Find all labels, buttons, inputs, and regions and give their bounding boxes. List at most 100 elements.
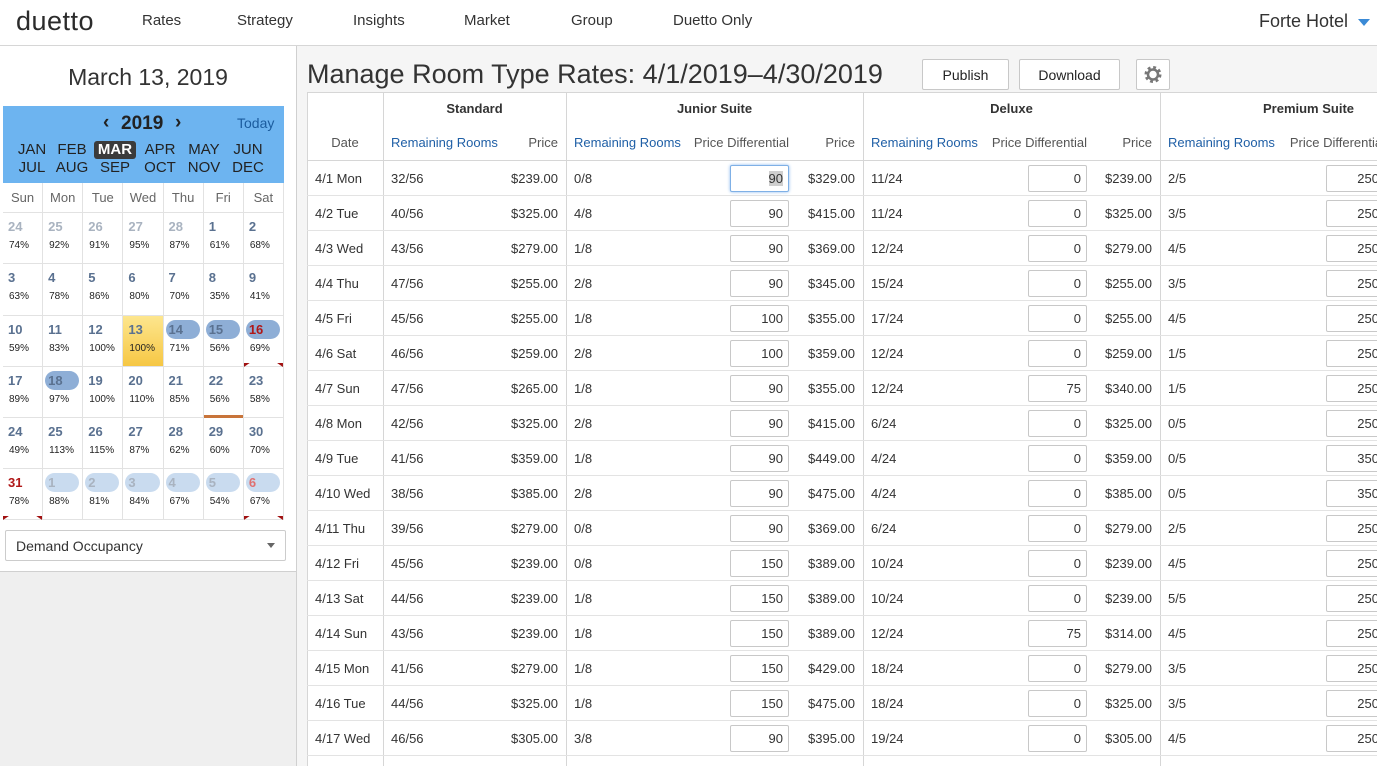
price-input[interactable]: 100 [730, 305, 789, 332]
price-input[interactable]: 0 [1028, 655, 1087, 682]
price-input[interactable]: 0 [1028, 305, 1087, 332]
calendar-day[interactable]: 25 92% [43, 213, 84, 264]
calendar-day[interactable]: 5 86% [83, 264, 124, 316]
month[interactable]: MAY [188, 141, 220, 158]
calendar-day[interactable]: 9 41% [243, 264, 284, 316]
price-input[interactable]: 250 [1326, 620, 1377, 647]
price-input[interactable]: 150 [730, 620, 789, 647]
calendar-day[interactable]: 24 74% [3, 213, 44, 264]
price-input[interactable]: 90 [730, 270, 789, 297]
price-input[interactable]: 75 [1028, 375, 1087, 402]
calendar-day[interactable]: 20 110% [123, 367, 164, 418]
dropdown[interactable] [5, 530, 286, 561]
price-input[interactable]: 90 [730, 725, 789, 752]
price-input[interactable]: 250 [1326, 270, 1377, 297]
month[interactable]: JUL [18, 159, 46, 176]
price-input[interactable]: 90 [730, 410, 789, 437]
price-input[interactable]: 150 [730, 655, 789, 682]
nav-item[interactable]: Insights [353, 12, 405, 29]
calendar-day[interactable]: 6 67% [243, 469, 284, 520]
calendar-day[interactable]: 31 78% [3, 469, 44, 520]
calendar-day[interactable]: 27 95% [123, 213, 164, 264]
calendar-day[interactable]: 22 56% [203, 367, 244, 418]
calendar-day[interactable]: 10 59% [3, 316, 44, 367]
price-input[interactable]: 90 [730, 445, 789, 472]
price-input[interactable]: 90 [730, 375, 789, 402]
calendar-day[interactable]: 5 54% [203, 469, 244, 520]
month[interactable]: OCT [144, 159, 176, 176]
price-input[interactable]: 150 [730, 550, 789, 577]
price-input[interactable]: 0 [1028, 410, 1087, 437]
dropdown-label[interactable]: Demand Occupancy [16, 538, 143, 554]
month[interactable]: DEC [232, 159, 264, 176]
price-input[interactable]: 90 [730, 480, 789, 507]
month[interactable]: APR [144, 141, 176, 158]
price-input[interactable]: 250 [1326, 585, 1377, 612]
calendar-day[interactable]: 3 84% [123, 469, 164, 520]
price-input[interactable]: 250 [1326, 375, 1377, 402]
calendar-day[interactable]: 13 100% [123, 316, 164, 367]
price-input[interactable]: 250 [1326, 690, 1377, 717]
price-input[interactable]: 100 [730, 340, 789, 367]
month[interactable]: JAN [17, 141, 47, 158]
price-input[interactable]: 0 [1028, 480, 1087, 507]
calendar-day[interactable]: 17 89% [3, 367, 44, 418]
price-input[interactable]: 250 [1326, 655, 1377, 682]
calendar-day[interactable]: 15 56% [203, 316, 244, 367]
calendar-day[interactable]: 6 80% [123, 264, 164, 316]
price-input[interactable]: 0 [1028, 165, 1087, 192]
calendar-day[interactable]: 2 68% [243, 213, 284, 264]
calendar-day[interactable]: 2 81% [83, 469, 124, 520]
calendar-day[interactable]: 16 69% [243, 316, 284, 367]
price-input[interactable]: 250 [1326, 340, 1377, 367]
price-input[interactable]: 0 [1028, 200, 1087, 227]
price-input[interactable]: 0 [1028, 585, 1087, 612]
price-input[interactable]: 0 [1028, 550, 1087, 577]
price-input[interactable]: 250 [1326, 550, 1377, 577]
price-input[interactable]: 250 [1326, 305, 1377, 332]
price-input[interactable]: 0 [1028, 235, 1087, 262]
button[interactable]: Publish [922, 59, 1009, 90]
nav-item[interactable]: Strategy [237, 12, 293, 29]
price-input[interactable]: 250 [1326, 515, 1377, 542]
price-input[interactable]: 0 [1028, 690, 1087, 717]
calendar-day[interactable]: 19 100% [83, 367, 124, 418]
price-input[interactable]: 90 [730, 515, 789, 542]
price-input[interactable]: 0 [1028, 515, 1087, 542]
calendar-day[interactable]: 24 49% [3, 418, 44, 469]
calendar-day[interactable]: 3 63% [3, 264, 44, 316]
calendar-day[interactable]: 14 71% [163, 316, 204, 367]
today-link[interactable]: Today [237, 115, 275, 131]
price-input[interactable]: 250 [1326, 410, 1377, 437]
calendar-day[interactable]: 4 67% [163, 469, 204, 520]
calendar-day[interactable]: 23 58% [243, 367, 284, 418]
price-input[interactable]: 350 [1326, 445, 1377, 472]
price-input[interactable]: 250 [1326, 200, 1377, 227]
nav-item[interactable]: Group [571, 12, 613, 29]
price-input[interactable]: 250 [1326, 235, 1377, 262]
calendar-day[interactable]: 11 83% [43, 316, 84, 367]
calendar-day[interactable]: 30 70% [243, 418, 284, 469]
calendar-day[interactable]: 4 78% [43, 264, 84, 316]
price-input[interactable]: 90 [730, 200, 789, 227]
logo[interactable]: duetto [16, 6, 95, 36]
button[interactable]: Download [1019, 59, 1120, 90]
price-input[interactable]: 250 [1326, 165, 1377, 192]
calendar-day[interactable]: 8 35% [203, 264, 244, 316]
price-input[interactable]: 250 [1326, 725, 1377, 752]
calendar-day[interactable]: 25 113% [43, 418, 84, 469]
month[interactable]: MAR [94, 141, 136, 159]
calendar-day[interactable]: 12 100% [83, 316, 124, 367]
month[interactable]: NOV [187, 159, 221, 176]
month[interactable]: FEB [57, 141, 87, 158]
nav-item[interactable]: Rates [142, 12, 182, 29]
hotel-selector[interactable]: Forte Hotel [1259, 11, 1349, 31]
nav-item[interactable]: Duetto Only [673, 12, 753, 29]
price-input[interactable]: 150 [730, 585, 789, 612]
prev-year[interactable]: ‹ [103, 112, 110, 133]
price-input[interactable]: 75 [1028, 620, 1087, 647]
price-input[interactable]: 0 [1028, 445, 1087, 472]
price-input[interactable]: 350 [1326, 480, 1377, 507]
price-input[interactable]: 150 [730, 690, 789, 717]
month[interactable]: SEP [99, 159, 130, 176]
